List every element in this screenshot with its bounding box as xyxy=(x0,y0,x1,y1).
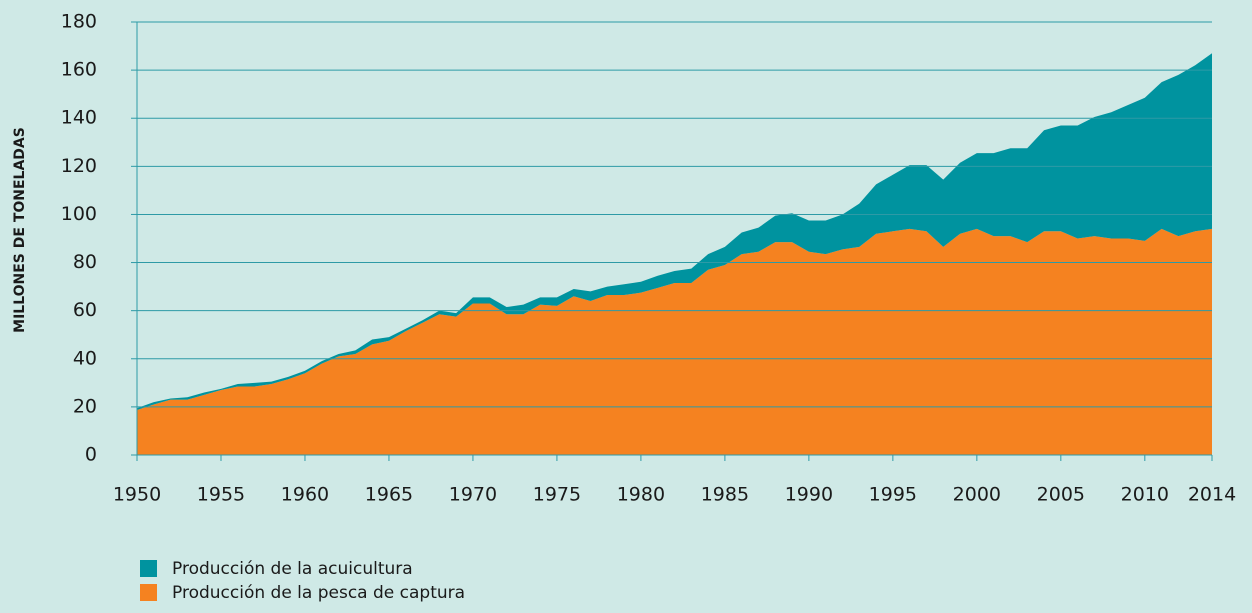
x-tick-label: 2014 xyxy=(1188,484,1236,506)
x-tick-label: 2010 xyxy=(1121,484,1169,506)
legend-label: Producción de la pesca de captura xyxy=(172,583,465,603)
legend-label: Producción de la acuicultura xyxy=(172,559,413,579)
x-tick-label: 1970 xyxy=(449,484,497,506)
y-tick-label: 180 xyxy=(61,11,97,33)
x-tick-label: 1955 xyxy=(197,484,245,506)
y-tick-label: 0 xyxy=(85,444,97,466)
y-axis-label: MILLONES DE TONELADAS xyxy=(12,127,28,333)
y-tick-label: 40 xyxy=(73,347,97,369)
x-tick-label: 1960 xyxy=(281,484,329,506)
legend-swatch xyxy=(140,584,157,601)
x-tick-label: 1985 xyxy=(701,484,749,506)
area xyxy=(137,228,1212,455)
y-tick-label: 140 xyxy=(61,107,97,129)
y-tick-label: 20 xyxy=(73,395,97,417)
x-tick-label: 1950 xyxy=(113,484,161,506)
x-tick-label: 1965 xyxy=(365,484,413,506)
y-tick-label: 120 xyxy=(61,155,97,177)
y-tick-label: 80 xyxy=(73,251,97,273)
legend-swatch xyxy=(140,560,157,577)
x-tick-label: 1995 xyxy=(869,484,917,506)
x-tick-label: 2000 xyxy=(953,484,1001,506)
area xyxy=(137,53,1212,411)
y-tick-label: 60 xyxy=(73,299,97,321)
x-tick-label: 2005 xyxy=(1037,484,1085,506)
y-tick-label: 100 xyxy=(61,203,97,225)
x-tick-label: 1975 xyxy=(533,484,581,506)
x-tick-label: 1990 xyxy=(785,484,833,506)
y-tick-label: 160 xyxy=(61,59,97,81)
x-tick-label: 1980 xyxy=(617,484,665,506)
